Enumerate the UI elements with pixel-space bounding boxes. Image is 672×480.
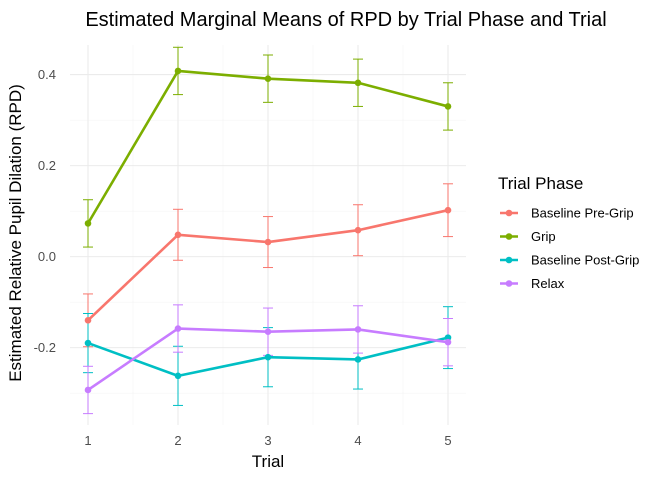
data-point [84,220,92,227]
x-axis-title: Trial [252,452,284,471]
data-point [444,206,452,214]
data-point [174,372,182,380]
x-tick-label: 2 [174,433,181,448]
data-point [264,75,272,82]
data-point [84,317,92,324]
y-tick-label: 0.0 [38,249,56,264]
x-tick-label: 5 [444,433,451,448]
data-point [174,325,182,332]
data-point [354,226,362,234]
y-tick-label: 0.4 [38,67,56,82]
data-point [264,238,272,246]
chart-title: Estimated Marginal Means of RPD by Trial… [85,9,606,31]
legend-key-point [505,280,513,287]
legend-key-point [505,209,513,217]
legend-key-point [505,233,513,240]
data-point [264,328,272,336]
data-point [444,103,452,110]
y-tick-label: -0.2 [34,340,56,355]
data-point [444,334,452,341]
data-point [174,67,182,75]
data-point [84,339,92,347]
data-point [84,386,92,394]
legend-item: Baseline Post-Grip [500,253,639,268]
data-point [354,326,362,333]
legend-item: Baseline Pre-Grip [500,206,634,221]
y-axis-ticks: -0.2 0.0 0.2 0.4 [34,67,56,355]
x-tick-label: 1 [84,433,91,448]
legend-item: Relax [500,276,565,291]
y-axis-title: Estimated Relative Pupil Dilation (RPD) [6,84,25,382]
legend: Trial Phase Baseline Pre-Grip Grip Baselin… [498,174,639,291]
legend-label: Grip [531,229,556,244]
data-point [354,79,362,87]
legend-label: Baseline Pre-Grip [531,206,634,221]
legend-item: Grip [500,229,556,244]
data-point [174,231,182,239]
data-point [354,356,362,363]
x-axis-ticks: 1 2 3 4 5 [84,433,451,448]
x-tick-label: 4 [354,433,361,448]
x-tick-label: 3 [264,433,271,448]
legend-title: Trial Phase [498,174,583,193]
legend-label: Relax [531,276,565,291]
legend-label: Baseline Post-Grip [531,253,639,268]
data-point [264,353,272,361]
data-point [444,338,452,346]
legend-key-point [505,256,513,264]
y-tick-label: 0.2 [38,158,56,173]
data-points [84,67,452,394]
